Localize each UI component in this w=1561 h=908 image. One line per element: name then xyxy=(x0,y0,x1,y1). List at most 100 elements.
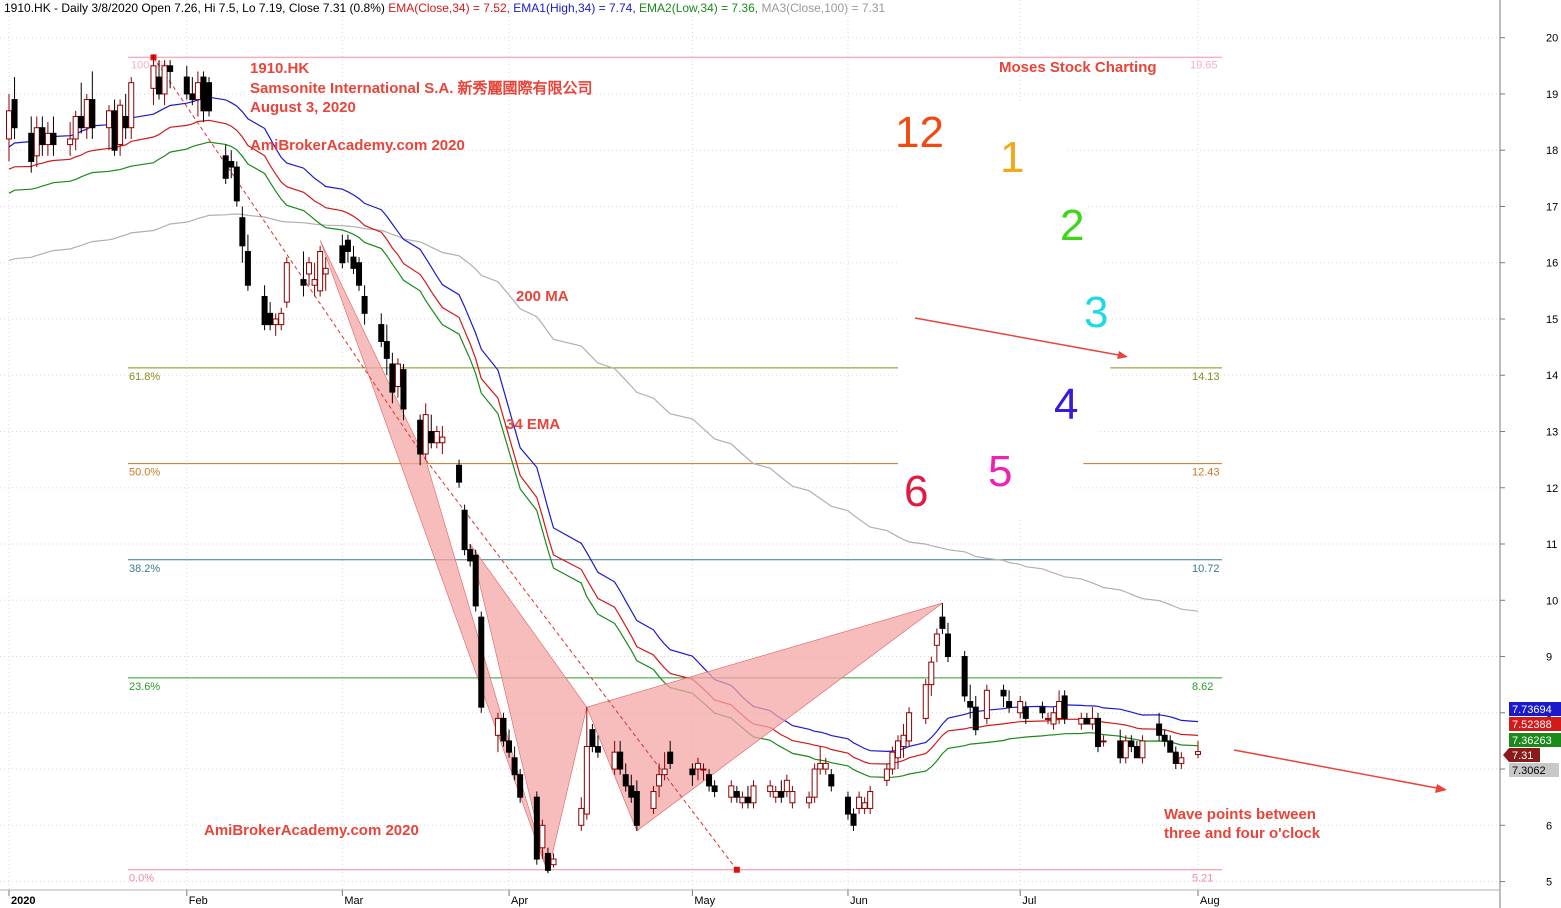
y-tick-label: 13 xyxy=(1546,426,1558,438)
candle xyxy=(189,77,196,106)
candle xyxy=(1156,712,1163,741)
candle-body xyxy=(750,785,757,804)
x-tick-label: Jul xyxy=(1022,895,1036,907)
candle-body xyxy=(589,729,596,748)
candle xyxy=(272,313,279,336)
candle xyxy=(439,425,446,454)
y-tick-label: 15 xyxy=(1546,314,1558,326)
candle xyxy=(300,251,307,297)
pivot-marker-low xyxy=(733,866,740,873)
site-annotation-bottom: AmiBrokerAcademy.com 2020 xyxy=(204,822,419,839)
clock-overlay xyxy=(898,104,1113,532)
x-tick-label: Jun xyxy=(850,895,868,907)
candle xyxy=(711,780,718,798)
candle-body xyxy=(1133,746,1140,759)
candle xyxy=(900,724,907,758)
candle-body xyxy=(311,279,318,286)
candle-body xyxy=(594,746,601,753)
candle-body xyxy=(233,166,240,202)
ticker-annotation: 1910.HK xyxy=(250,60,309,77)
header-part: 1910.HK - Daily 3/8/2020 Open 7.26, Hi 7… xyxy=(4,1,388,15)
candle-body xyxy=(83,99,90,129)
clock-numeral-2: 2 xyxy=(1060,201,1084,250)
candle-body xyxy=(461,509,468,551)
candle xyxy=(1178,752,1185,770)
candle xyxy=(750,780,757,809)
clock-numeral-12: 12 xyxy=(895,108,944,157)
candle-body xyxy=(1172,751,1179,764)
candle xyxy=(456,459,463,488)
candle xyxy=(167,60,174,89)
candle xyxy=(72,110,79,151)
candle-body xyxy=(494,717,501,736)
candle xyxy=(1172,746,1179,770)
candle-body xyxy=(183,76,190,95)
candle-body xyxy=(1195,751,1201,755)
candle-body xyxy=(689,768,696,776)
candle-body xyxy=(578,807,585,826)
candle xyxy=(694,757,701,781)
candle xyxy=(550,853,557,868)
candle xyxy=(650,785,657,815)
fib-label: 0.0% xyxy=(129,873,154,885)
candle xyxy=(783,774,790,798)
candle xyxy=(906,707,913,747)
candle-body xyxy=(222,155,229,179)
candle-body xyxy=(283,262,290,303)
candle xyxy=(1128,735,1135,753)
candle xyxy=(150,54,157,106)
candle-body xyxy=(1161,734,1168,742)
price-badge-text: 7.52388 xyxy=(1512,719,1552,731)
clock-numeral-5: 5 xyxy=(988,447,1012,496)
y-tick-label: 18 xyxy=(1546,145,1558,157)
candle xyxy=(544,847,551,874)
fib-value: 10.72 xyxy=(1192,563,1220,575)
candle xyxy=(739,791,746,809)
price-badge-text: 7.73694 xyxy=(1512,704,1552,716)
header-part: MA3(Close,100) = 7.31 xyxy=(761,1,885,15)
candle-body xyxy=(156,76,163,95)
candle xyxy=(500,712,507,747)
candle xyxy=(383,324,390,376)
candle-body xyxy=(883,768,890,781)
candle-body xyxy=(822,762,829,770)
candle-body xyxy=(394,363,401,387)
candle xyxy=(1117,729,1124,764)
candle-body xyxy=(189,93,196,101)
candle xyxy=(778,780,785,803)
candle xyxy=(539,819,546,860)
candle-body xyxy=(1117,740,1124,759)
candle xyxy=(78,82,85,134)
candle-body xyxy=(39,127,46,146)
price-badge: 7.73694 xyxy=(1509,702,1561,716)
candle-body xyxy=(939,616,946,629)
candle xyxy=(1133,740,1140,759)
candle-body xyxy=(539,824,546,849)
candle xyxy=(617,740,624,775)
candle xyxy=(378,313,385,348)
candle xyxy=(461,504,468,556)
candle-body xyxy=(167,65,174,72)
candle xyxy=(1044,712,1051,725)
candle xyxy=(1100,735,1107,747)
candle-body xyxy=(517,774,524,798)
candle xyxy=(239,206,246,263)
candle xyxy=(128,77,135,139)
candle xyxy=(772,785,779,803)
candle-body xyxy=(33,127,40,157)
candle xyxy=(1078,712,1085,730)
clock-numeral-1: 1 xyxy=(1000,133,1024,182)
candle xyxy=(183,65,190,100)
candle xyxy=(961,650,968,702)
candle-body xyxy=(1122,740,1129,759)
candle-body xyxy=(228,160,235,168)
candle xyxy=(922,679,929,725)
dashed-trend-1 xyxy=(153,57,427,460)
candle xyxy=(972,695,979,736)
clock-numeral-3: 3 xyxy=(1084,288,1108,337)
candle xyxy=(1061,690,1068,725)
candle-body xyxy=(1061,695,1068,719)
y-tick-label: 17 xyxy=(1546,201,1558,213)
